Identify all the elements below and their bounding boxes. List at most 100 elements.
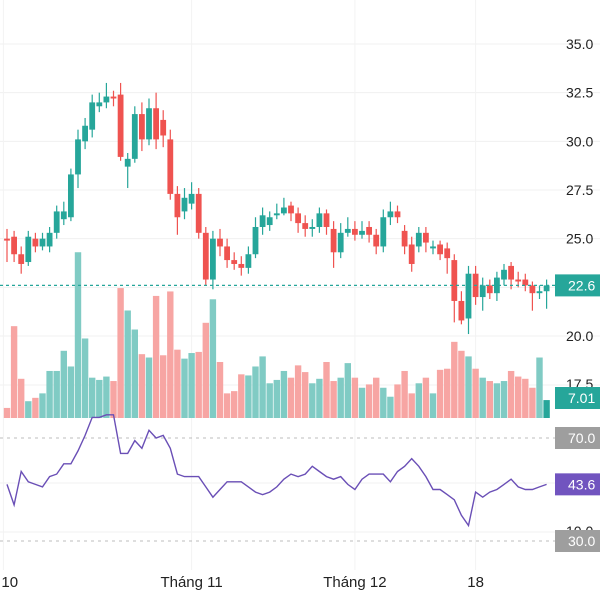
candle <box>302 215 309 237</box>
candle <box>160 110 167 148</box>
rsi-70-badge: 70.0 <box>555 427 600 449</box>
candle <box>60 201 67 226</box>
volume-bar <box>145 357 153 418</box>
volume-bar <box>479 377 486 418</box>
volume-bar <box>152 295 160 418</box>
candle-body <box>195 193 202 233</box>
candle-body <box>224 246 230 261</box>
volume-bar <box>309 383 316 418</box>
volume-bar <box>60 350 67 418</box>
last-price-badge-bg <box>555 274 600 297</box>
x-tick-label: g 10 <box>0 574 18 591</box>
candle-body <box>202 232 209 280</box>
candle <box>32 232 39 253</box>
x-tick-label: 18 <box>467 574 484 591</box>
rsi-line <box>6 414 547 528</box>
volume-badge: 7.01 <box>555 387 600 409</box>
rsi-current-badge-text: 43.6 <box>568 476 595 492</box>
candle-body <box>366 226 372 235</box>
y-tick-label: 27.5 <box>566 182 593 198</box>
volume-bar <box>81 338 89 418</box>
candle <box>508 262 514 290</box>
candle-body <box>68 174 74 218</box>
candle-body <box>139 114 145 140</box>
volume-bar <box>3 407 11 418</box>
volume-bar <box>422 377 430 418</box>
volume-bar <box>458 350 465 418</box>
candle-body <box>124 158 131 167</box>
candle <box>210 230 216 290</box>
candle <box>139 102 145 152</box>
candle <box>231 252 238 270</box>
y-tick-label: 25.0 <box>566 231 593 247</box>
y-tick-label: 35.0 <box>566 36 593 52</box>
volume-bar <box>429 393 437 418</box>
candle-body <box>217 238 223 247</box>
candle <box>25 230 32 266</box>
volume-bar <box>515 376 522 418</box>
candle <box>273 203 280 220</box>
volume-bar <box>231 391 238 418</box>
volume-bar <box>167 291 174 418</box>
volume-bar <box>323 362 330 418</box>
candle <box>394 205 401 224</box>
volume-badge-bg <box>555 387 600 409</box>
volume-bar <box>316 378 323 418</box>
candle <box>188 182 195 210</box>
volume-bar <box>32 397 39 418</box>
volume-bar <box>39 393 46 418</box>
candle-body <box>210 238 216 280</box>
candle-body <box>288 205 294 214</box>
candle-body <box>465 273 472 319</box>
candle-body <box>423 232 429 243</box>
candle-body <box>344 228 351 233</box>
volume-bar <box>53 370 60 418</box>
candle-body <box>266 217 273 226</box>
candle-body <box>89 102 96 130</box>
rsi-70-badge-text: 70.0 <box>568 430 595 446</box>
volume-bar <box>96 379 103 418</box>
candle <box>529 281 536 311</box>
candle-body <box>181 197 188 212</box>
candle <box>344 217 351 237</box>
volume-bar <box>522 378 529 418</box>
volume-bar <box>373 377 380 418</box>
candle-body <box>302 223 309 229</box>
volume-bar <box>259 356 266 418</box>
x-tick-label: Tháng 12 <box>323 574 386 591</box>
candle-body <box>117 94 124 157</box>
volume-bar <box>465 356 472 418</box>
volume-bar <box>74 252 82 418</box>
candle <box>68 168 74 222</box>
candle <box>309 219 316 237</box>
candle <box>536 285 543 300</box>
rsi-current-badge: 43.6 <box>555 473 600 496</box>
volume-bar <box>216 362 224 418</box>
volume-bar <box>330 381 337 418</box>
time-axis[interactable]: g 10 Tháng 11 Tháng 12 18 <box>0 574 484 591</box>
volume-bar <box>10 326 18 418</box>
candle <box>465 265 472 335</box>
volume-bar <box>536 357 543 418</box>
candle <box>153 92 159 150</box>
volume-bar <box>337 377 344 418</box>
volume-bar <box>245 375 252 418</box>
candle <box>174 186 181 235</box>
candle-body <box>295 213 301 224</box>
candle <box>401 225 408 255</box>
candle-body <box>174 193 181 218</box>
volume-bar <box>238 374 245 418</box>
volume-bar <box>507 370 515 418</box>
candle-body <box>82 125 88 142</box>
candle-body <box>11 236 17 255</box>
candle <box>330 221 337 268</box>
volume-bar <box>174 349 181 418</box>
volume-bar <box>223 393 231 418</box>
rsi-current-badge-bg <box>555 473 600 496</box>
volume-bar <box>280 370 288 418</box>
candle <box>444 242 451 274</box>
volume-bar <box>486 381 493 418</box>
candle-body <box>515 279 522 282</box>
candle <box>352 221 358 241</box>
